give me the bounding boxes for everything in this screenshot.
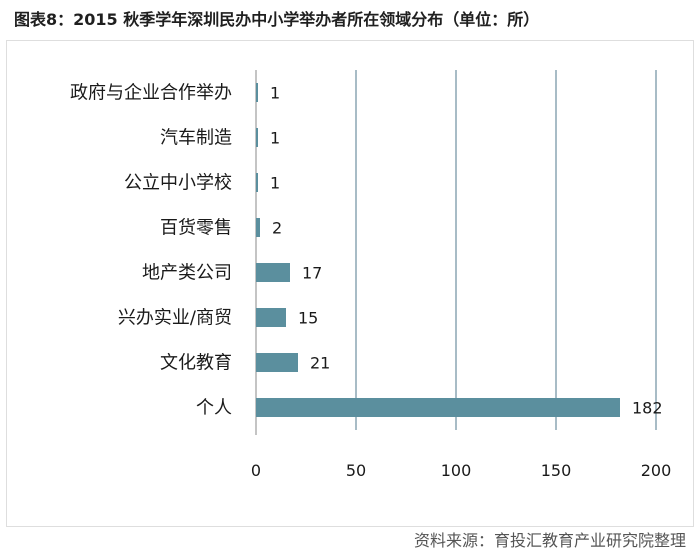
data-label-1: 1 — [270, 129, 280, 148]
data-label-6: 21 — [310, 354, 330, 373]
data-label-4: 17 — [302, 264, 322, 283]
x-tick-label-0: 0 — [251, 461, 261, 480]
data-label-2: 1 — [270, 174, 280, 193]
bar-0 — [256, 83, 258, 102]
category-label-7: 个人 — [196, 398, 232, 419]
source-note: 资料来源：育投汇教育产业研究院整理 — [413, 531, 686, 550]
data-label-0: 1 — [270, 84, 280, 103]
bar-6 — [256, 353, 298, 372]
x-tick-label-50: 50 — [346, 461, 366, 480]
chart-title: 图表8：2015 秋季学年深圳民办中小学举办者所在领域分布（单位：所） — [14, 10, 540, 29]
data-label-7: 182 — [632, 399, 663, 418]
category-label-1: 汽车制造 — [160, 128, 232, 149]
bar-5 — [256, 308, 286, 327]
bar-1 — [256, 128, 258, 147]
category-label-3: 百货零售 — [160, 218, 232, 239]
bar-7 — [256, 398, 620, 417]
category-label-5: 兴办实业/商贸 — [118, 308, 232, 329]
plot-area — [6, 40, 694, 527]
category-label-4: 地产类公司 — [142, 263, 232, 284]
category-label-2: 公立中小学校 — [124, 173, 232, 194]
category-label-6: 文化教育 — [160, 353, 232, 374]
x-tick-label-200: 200 — [641, 461, 672, 480]
data-label-3: 2 — [272, 219, 282, 238]
bar-3 — [256, 218, 260, 237]
category-label-0: 政府与企业合作举办 — [70, 83, 232, 104]
bar-2 — [256, 173, 258, 192]
bar-4 — [256, 263, 290, 282]
x-tick-label-150: 150 — [541, 461, 572, 480]
data-label-5: 15 — [298, 309, 318, 328]
x-tick-label-100: 100 — [441, 461, 472, 480]
